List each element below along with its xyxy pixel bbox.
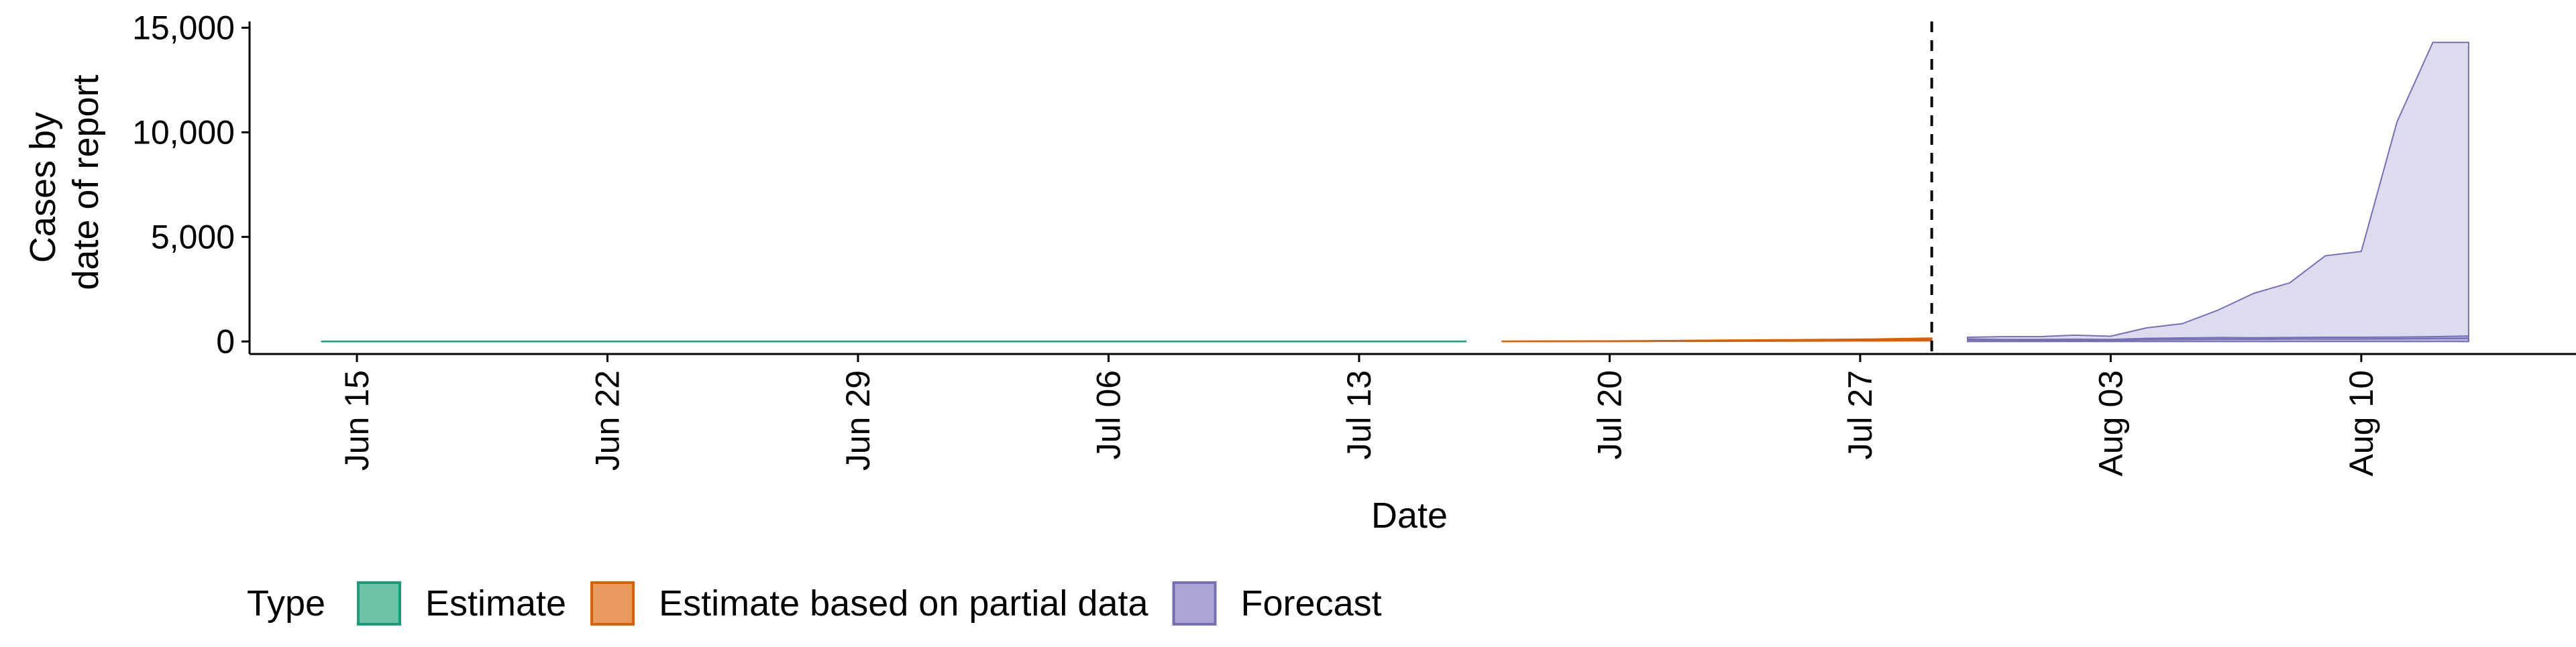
x-tick-label: Jun 22 [589,370,627,471]
legend-swatch [590,581,635,626]
y-ticks: 0 5,000 10,000 15,000 [132,9,250,360]
series-2-group [1967,42,2469,343]
y-tick-label: 15,000 [132,9,235,46]
x-tick-label: Jul 13 [1340,370,1378,459]
legend: Type Estimate Estimate based on partial d… [247,581,1382,626]
legend-items: Estimate Estimate based on partial data Fo… [357,581,1382,626]
legend-label: Estimate [425,583,566,624]
x-axis-title: Date [1371,495,1448,536]
legend-title: Type [247,583,325,624]
y-axis-title: Cases by date of report [23,74,106,290]
y-tick-label: 10,000 [132,113,235,151]
y-axis-title-line-2: date of report [66,74,106,290]
legend-item-1: Estimate based on partial data [590,581,1148,626]
legend-swatch [1172,581,1217,626]
x-tick-label: Aug 10 [2343,370,2380,476]
y-tick-label: 0 [216,322,235,360]
y-tick-label: 5,000 [151,218,235,255]
series-1-group [1501,337,1933,343]
x-tick-label: Jun 29 [839,370,877,471]
legend-label: Forecast [1241,583,1382,624]
series-1-median-line [1502,339,1932,343]
x-ticks: Jun 15 Jun 22 Jun 29 Jul 06 Jul 13 Jul 20 Jul … [338,354,2380,476]
legend-item-0: Estimate [357,581,566,626]
legend-swatch [357,581,401,626]
series-2-median-line [1967,337,2469,341]
x-tick-label: Jul 06 [1089,370,1127,459]
y-axis-title-line-1: Cases by [23,112,63,263]
x-tick-label: Jul 20 [1591,370,1628,459]
legend-label: Estimate based on partial data [659,583,1148,624]
legend-item-2: Forecast [1172,581,1382,626]
x-tick-label: Aug 03 [2092,370,2129,476]
axes [248,21,2576,355]
x-tick-label: Jun 15 [338,370,376,471]
x-tick-label: Jul 27 [1841,370,1879,459]
series-areas [321,42,2469,343]
series-2-band [1967,42,2469,343]
